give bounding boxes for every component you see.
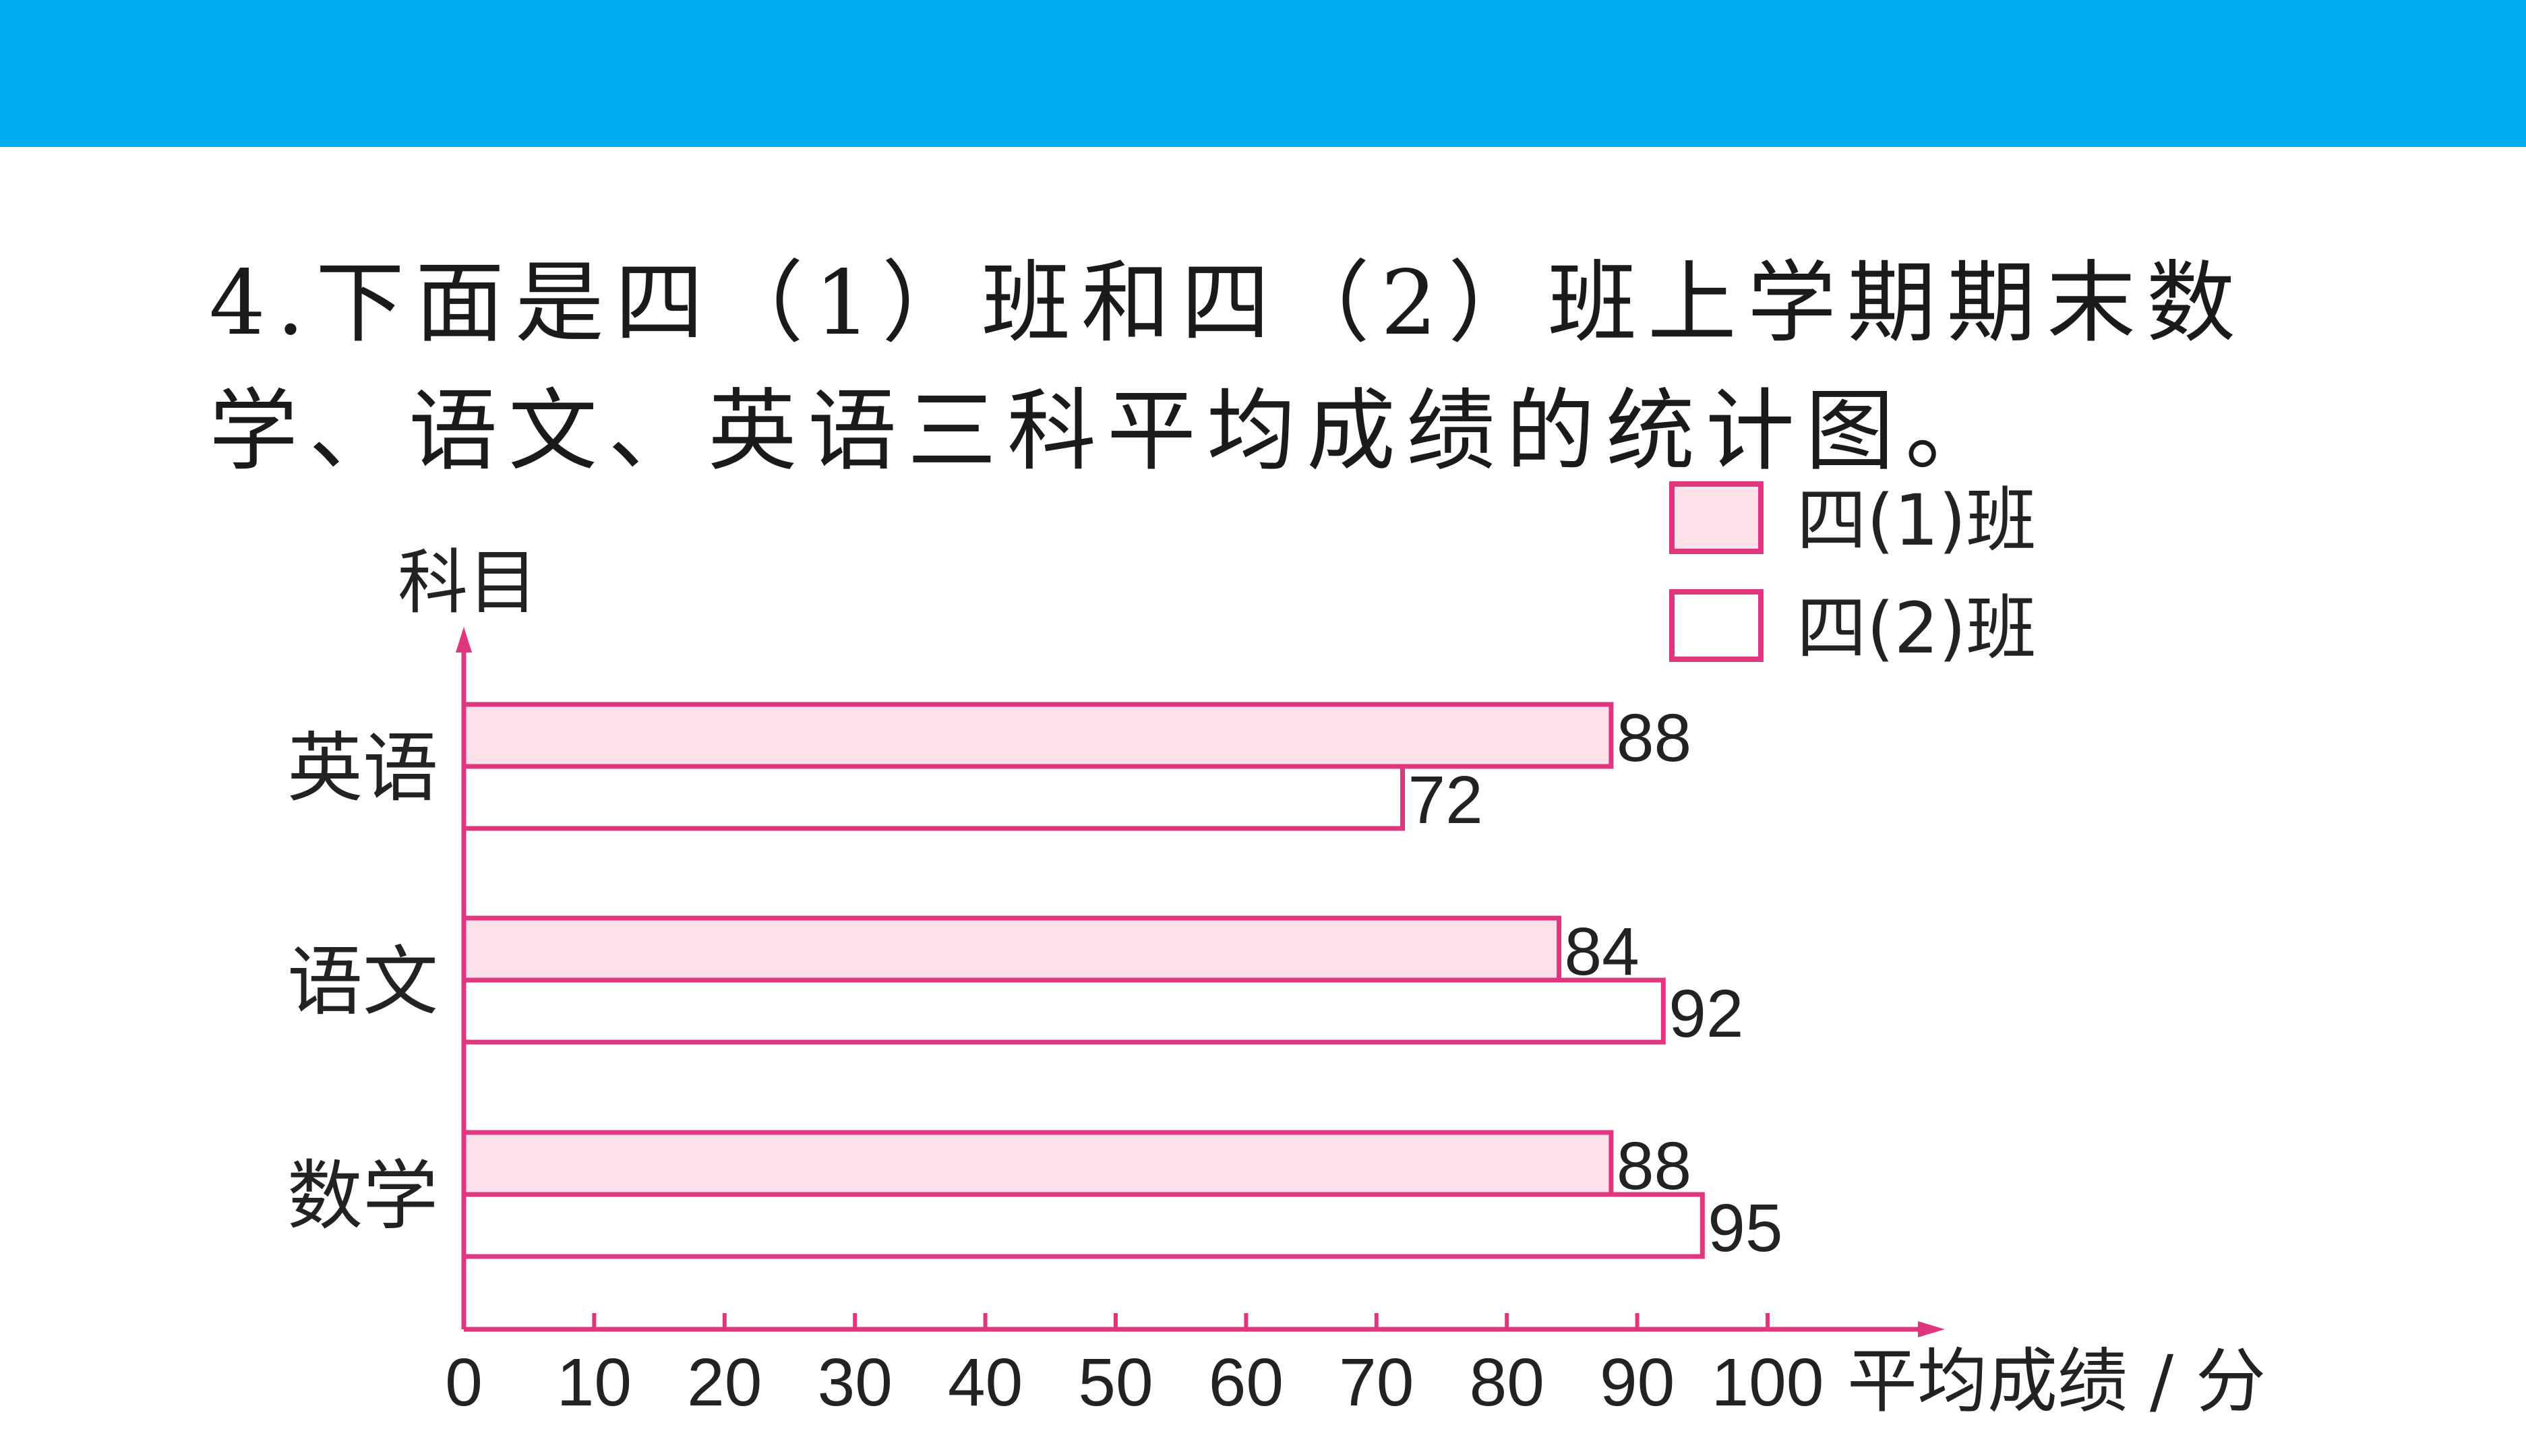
x-tick-label: 70 [1339,1345,1414,1420]
category-label: 英语 [287,725,438,812]
data-label: 88 [1617,700,1691,776]
x-tick-label: 40 [948,1345,1023,1420]
x-tick-label: 10 [557,1345,632,1420]
question-text: 4.下面是四（1）班和四（2）班上学期期末数学、语文、英语三科平均成绩的统计图。 [209,251,2246,483]
x-axis-ticks: 0 10 20 30 40 50 60 70 80 90 100 [445,1313,1824,1420]
data-label: 92 [1668,976,1743,1052]
header-bar [0,0,2526,147]
category-label: 数学 [287,1153,438,1240]
bar-series-2 [461,977,1666,1045]
x-axis-arrow-icon [1918,1321,1945,1337]
y-axis-title: 科目 [398,541,538,624]
legend-label-series-2: 四(2)班 [1797,587,2036,669]
legend-label-series-1: 四(1)班 [1797,479,2036,562]
data-label: 95 [1708,1190,1782,1266]
legend-swatch-series-2 [1669,589,1764,662]
data-label: 72 [1408,762,1482,838]
bar-series-2 [461,1192,1705,1259]
category-label: 语文 [287,938,438,1026]
legend: 四(1)班 四(2)班 [1669,479,2036,669]
data-label: 88 [1617,1128,1691,1204]
bars-group [461,702,1705,1259]
x-tick-label: 50 [1078,1345,1153,1420]
x-tick-label: 80 [1470,1345,1544,1420]
bar-series-1 [461,915,1562,983]
x-tick-label: 100 [1712,1345,1824,1420]
legend-swatch-series-1 [1669,481,1764,554]
x-tick-label: 20 [687,1345,762,1420]
data-label: 84 [1565,914,1640,990]
bar-series-1 [461,702,1614,769]
bar-series-2 [461,764,1405,831]
y-axis-arrow-icon [456,627,472,653]
x-tick-label: 90 [1600,1345,1675,1420]
x-axis-title: 平均成绩 / 分 [1847,1340,2266,1422]
bar-series-1 [461,1130,1614,1197]
x-tick-label: 60 [1209,1345,1284,1420]
x-tick-label: 30 [818,1345,893,1420]
x-tick-label: 0 [445,1345,483,1420]
